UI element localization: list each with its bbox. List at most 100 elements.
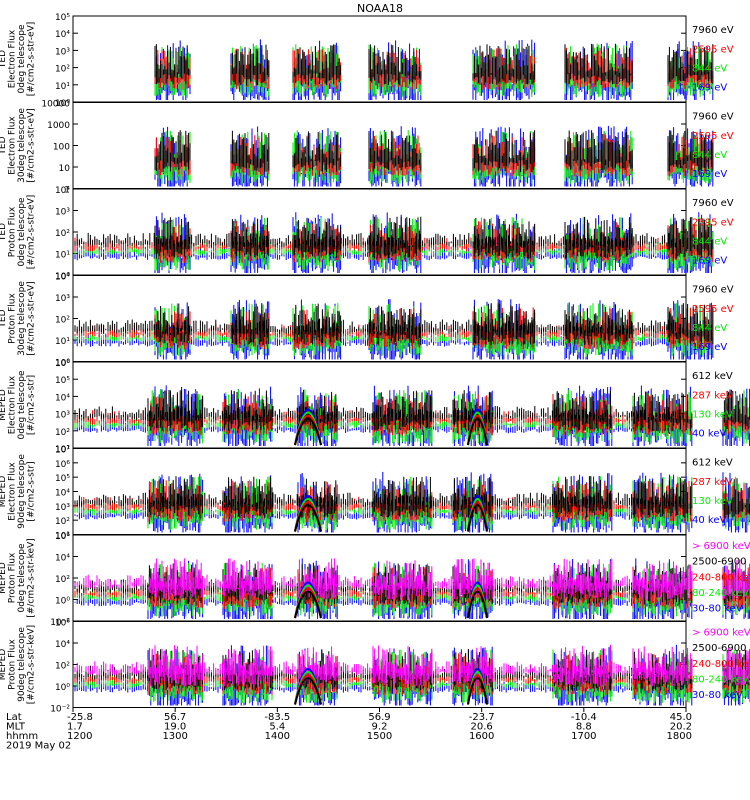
legend-entry: 844 eV: [692, 150, 727, 161]
legend-entry: 40 keV: [692, 429, 726, 440]
y-axis-label: MEPEDElectron Flux90deg telescope[#/cm2-…: [0, 454, 37, 529]
legend-entry: 169 eV: [692, 169, 727, 180]
y-tick-label: 10²: [55, 575, 70, 585]
legend-entry: 844 eV: [692, 236, 727, 247]
x-tick-label: 1600: [469, 731, 494, 742]
dome-black: [467, 590, 488, 619]
y-axis-label: TEDElectron Flux0deg telescope[#/cm2-s-s…: [0, 22, 37, 97]
dome-black: [294, 590, 322, 619]
trace-black: [74, 303, 714, 346]
legend-entry: 844 eV: [692, 63, 727, 74]
date-label: 2019 May 02: [6, 741, 71, 752]
x-tick-label: 8.8: [576, 722, 592, 733]
dome-black: [294, 504, 322, 532]
x-tick-label: 1700: [571, 731, 596, 742]
y-tick-label: 10¹: [55, 337, 70, 347]
y-tick-label: 10⁶: [55, 359, 70, 369]
legend-entry: 7960 eV: [692, 112, 734, 123]
legend-entry: 30-80 keV: [692, 604, 743, 615]
trace-black: [154, 130, 714, 173]
y-tick-label: 10³: [55, 503, 70, 513]
legend-entry: > 6900 keV: [692, 541, 750, 552]
x-tick-label: 56.9: [368, 712, 390, 723]
panel-7: 10⁻² 10⁰ 10² 10⁴ 10⁶ MEPEDProton Flux0deg tel…: [0, 532, 750, 628]
y-axis-label: MEPEDProton Flux90deg telescope[#/cm2-s-…: [0, 625, 37, 704]
y-tick-label: 10: [59, 164, 71, 174]
y-axis-label: TEDProton Flux30deg telescope[#/cm2-s-st…: [0, 281, 37, 356]
x-tick-label: -10.4: [571, 712, 597, 723]
dome-black: [294, 417, 322, 446]
x-row-label: Lat: [6, 712, 22, 723]
y-tick-label: 10⁴: [55, 554, 70, 564]
y-tick-label: 100: [53, 143, 70, 153]
y-tick-label: 10000: [41, 100, 70, 110]
y-tick-label: 10²: [55, 662, 70, 672]
x-row-label: MLT: [6, 722, 26, 733]
y-tick-label: 10⁻²: [50, 618, 70, 628]
panel-6: 10¹ 10² 10³ 10⁴ 10⁵ 10⁶ 10⁷ MEPEDElectron Flux9…: [0, 446, 750, 542]
y-tick-label: 10²: [55, 517, 70, 527]
dome-black: [294, 677, 322, 705]
x-tick-label: 1.7: [67, 722, 83, 733]
legend-entry: 612 keV: [692, 371, 733, 382]
legend-entry: 169 eV: [692, 342, 727, 353]
legend-entry: 80-240 keV: [692, 588, 749, 599]
y-tick-label: 10⁶: [55, 619, 70, 629]
y-axis-label: TEDElectron Flux30deg telescope[#/cm2-s-…: [0, 108, 37, 183]
y-tick-label: 10⁶: [55, 532, 70, 542]
trace-black: [154, 43, 714, 86]
y-tick-label: 1000: [47, 121, 70, 131]
y-tick-label: 10⁰: [55, 99, 70, 109]
x-tick-label: 1800: [667, 731, 692, 742]
y-tick-label: 10⁰: [55, 597, 70, 607]
x-tick-label: 45.0: [670, 712, 692, 723]
legend-entry: 844 eV: [692, 323, 727, 334]
trace-magenta: [74, 644, 750, 687]
dome-black: [467, 677, 488, 705]
dome-black: [467, 504, 488, 532]
x-tick-label: 9.2: [372, 722, 388, 733]
legend-entry: 7960 eV: [692, 25, 734, 36]
x-tick-label: -23.7: [469, 712, 495, 723]
y-tick-label: 10⁰: [55, 359, 70, 369]
y-tick-label: 10⁴: [55, 393, 70, 403]
legend-entry: 2595 eV: [692, 304, 734, 315]
trace-magenta: [74, 558, 750, 601]
legend-entry: 169 eV: [692, 83, 727, 94]
x-tick-label: 56.7: [164, 712, 186, 723]
y-tick-label: 10¹: [55, 445, 70, 455]
trace-black: [74, 476, 750, 519]
y-tick-label: 10⁴: [55, 30, 70, 40]
legend-entry: 169 eV: [692, 256, 727, 267]
legend-entry: 7960 eV: [692, 198, 734, 209]
legend-entry: 2595 eV: [692, 217, 734, 228]
x-tick-label: 20.6: [471, 722, 493, 733]
panels: 10⁰ 10¹ 10² 10³ 10⁴ 10⁵ TEDElectron Flux0deg t…: [0, 13, 750, 715]
x-tick-label: 1300: [162, 731, 187, 742]
panel-8: 10⁻² 10⁰ 10² 10⁴ 10⁶ MEPEDProton Flux90deg te…: [0, 619, 750, 715]
legend-entry: 40 keV: [692, 515, 726, 526]
legend-entry: 2595 eV: [692, 44, 734, 55]
panel-2: 1 10 100 1000 10000 TEDElectron Flux30deg tel…: [0, 100, 734, 196]
legend-entry: 2595 eV: [692, 131, 734, 142]
y-tick-label: 10¹: [55, 532, 70, 542]
y-tick-label: 10²: [55, 65, 70, 75]
dome-black: [467, 417, 488, 446]
y-tick-label: 10⁴: [55, 640, 70, 650]
figure-title: NOAA18: [357, 2, 403, 15]
y-tick-label: 10³: [55, 208, 70, 218]
legend-entry: 287 keV: [692, 477, 733, 488]
legend-entry: 240-800 keV: [692, 659, 750, 670]
panel-3: 10⁰ 10¹ 10² 10³ 10⁴ TEDProton Flux0deg telesc…: [0, 186, 734, 282]
y-tick-label: 10¹: [55, 251, 70, 261]
y-tick-label: 10⁴: [55, 186, 70, 196]
legend-entry: 80-240 keV: [692, 674, 749, 685]
legend-entry: 2500-6900: [692, 557, 747, 568]
trace-black: [74, 389, 750, 432]
x-tick-label: 5.4: [269, 722, 285, 733]
y-tick-label: 1: [64, 186, 70, 196]
y-tick-label: 10⁵: [55, 13, 70, 23]
x-row-label: hhmm: [6, 731, 38, 742]
y-tick-label: 10³: [55, 294, 70, 304]
y-tick-label: 10⁴: [55, 489, 70, 499]
